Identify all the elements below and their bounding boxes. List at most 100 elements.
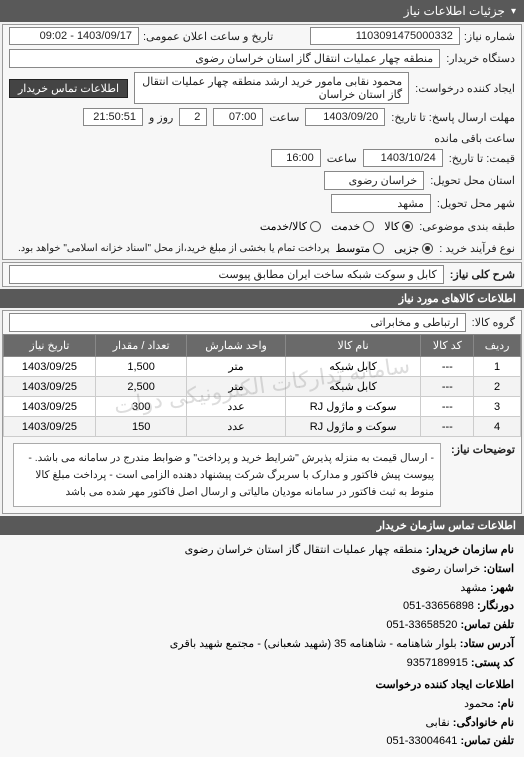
phone-value: 33658520-051 bbox=[386, 619, 457, 631]
table-cell: 1403/09/25 bbox=[4, 377, 96, 397]
cname-label: نام: bbox=[497, 698, 514, 710]
org-value: منطقه چهار عملیات انتقال گاز استان خراسا… bbox=[185, 544, 423, 556]
table-header-cell: واحد شمارش bbox=[187, 335, 285, 357]
deliver-city-label: شهر محل تحویل: bbox=[437, 197, 515, 210]
table-cell: --- bbox=[421, 357, 474, 377]
table-cell: 300 bbox=[95, 397, 187, 417]
time-label-1: ساعت bbox=[269, 111, 299, 124]
deadline-send-time: 07:00 bbox=[213, 108, 263, 126]
table-cell: 1403/09/25 bbox=[4, 357, 96, 377]
announce-label: تاریخ و ساعت اعلان عمومی: bbox=[143, 30, 273, 43]
clname-value: نقابی bbox=[426, 717, 450, 729]
time-remaining: 21:50:51 bbox=[83, 108, 143, 126]
req-no-label: شماره نیاز: bbox=[464, 30, 515, 43]
deliver-city-value: مشهد bbox=[331, 194, 431, 213]
radio-icon bbox=[310, 221, 321, 232]
table-cell: سوکت و ماژول RJ bbox=[285, 417, 421, 437]
buyer-contact-button[interactable]: اطلاعات تماس خریدار bbox=[9, 79, 128, 98]
cname-value: محمود bbox=[464, 698, 494, 710]
contact-header: اطلاعات تماس سازمان خریدار bbox=[0, 516, 524, 535]
table-cell: 4 bbox=[474, 417, 521, 437]
radio-icon bbox=[422, 243, 433, 254]
goods-table: ردیفکد کالانام کالاواحد شمارشتعداد / مقد… bbox=[3, 334, 521, 437]
table-cell: کابل شبکه bbox=[285, 377, 421, 397]
radio-icon bbox=[373, 243, 384, 254]
table-header-cell: کد کالا bbox=[421, 335, 474, 357]
valid-until-time: 16:00 bbox=[271, 149, 321, 167]
city-label: شهر: bbox=[490, 582, 514, 594]
pkg-opt-goods[interactable]: کالا bbox=[384, 220, 413, 233]
table-header-cell: تاریخ نیاز bbox=[4, 335, 96, 357]
chevron-down-icon: ▾ bbox=[511, 6, 516, 17]
org-label: نام سازمان خریدار: bbox=[426, 544, 514, 556]
clname-label: نام خانوادگی: bbox=[453, 717, 514, 729]
table-cell: متر bbox=[187, 357, 285, 377]
table-cell: عدد bbox=[187, 417, 285, 437]
table-cell: 2,500 bbox=[95, 377, 187, 397]
table-cell: --- bbox=[421, 417, 474, 437]
valid-until-label: قیمت: تا تاریخ: bbox=[449, 152, 515, 165]
valid-until-date: 1403/10/24 bbox=[363, 149, 443, 167]
table-row: 2---کابل شبکهمتر2,5001403/09/25 bbox=[4, 377, 521, 397]
pkg-opt-both[interactable]: کالا/خدمت bbox=[260, 220, 321, 233]
radio-icon bbox=[363, 221, 374, 232]
addr-label: آدرس ستاد: bbox=[460, 638, 514, 650]
cphone-label: تلفن تماس: bbox=[460, 735, 514, 747]
table-row: 4---سوکت و ماژول RJعدد1501403/09/25 bbox=[4, 417, 521, 437]
days-remaining: 2 bbox=[179, 108, 207, 126]
table-cell: 3 bbox=[474, 397, 521, 417]
need-section: شرح کلی نیاز: کابل و سوکت شبکه ساخت ایرا… bbox=[2, 262, 522, 287]
table-header-cell: ردیف bbox=[474, 335, 521, 357]
table-cell: 150 bbox=[95, 417, 187, 437]
creator-label: ایجاد کننده درخواست: bbox=[415, 82, 515, 95]
table-cell: 1403/09/25 bbox=[4, 397, 96, 417]
goods-group-value: ارتباطی و مخابراتی bbox=[9, 313, 466, 332]
buy-type-radio-group: جزیی متوسط bbox=[336, 242, 434, 255]
contact-block: نام سازمان خریدار: منطقه چهار عملیات انت… bbox=[0, 535, 524, 757]
table-header-cell: نام کالا bbox=[285, 335, 421, 357]
deadline-send-label: مهلت ارسال پاسخ: تا تاریخ: bbox=[391, 111, 515, 124]
goods-group-label: گروه کالا: bbox=[472, 316, 515, 329]
phone-label: تلفن تماس: bbox=[460, 619, 514, 631]
deliver-province-value: خراسان رضوی bbox=[324, 171, 424, 190]
remain-label: ساعت باقی مانده bbox=[434, 132, 515, 145]
panel-header: ▾ جزئیات اطلاعات نیاز bbox=[0, 0, 524, 22]
notes-label: توضیحات نیاز: bbox=[451, 439, 515, 456]
table-cell: کابل شبکه bbox=[285, 357, 421, 377]
table-cell: سوکت و ماژول RJ bbox=[285, 397, 421, 417]
table-row: 1---کابل شبکهمتر1,5001403/09/25 bbox=[4, 357, 521, 377]
addr-value: بلوار شاهنامه - شاهنامه 35 (شهید شعبانی)… bbox=[170, 638, 457, 650]
need-title-value: کابل و سوکت شبکه ساخت ایران مطابق پیوست bbox=[9, 265, 444, 284]
table-cell: عدد bbox=[187, 397, 285, 417]
goods-section: گروه کالا: ارتباطی و مخابراتی ردیفکد کال… bbox=[2, 310, 522, 514]
buyer-unit-label: دستگاه خریدار: bbox=[446, 52, 515, 65]
req-no-value: 1103091475000332 bbox=[310, 27, 460, 45]
buy-opt-partial[interactable]: جزیی bbox=[394, 242, 433, 255]
goods-header: اطلاعات کالاهای مورد نیاز bbox=[0, 289, 524, 308]
table-cell: --- bbox=[421, 377, 474, 397]
buy-type-label: نوع فرآیند خرید : bbox=[439, 242, 515, 255]
need-title-label: شرح کلی نیاز: bbox=[450, 268, 515, 281]
table-row: 3---سوکت و ماژول RJعدد3001403/09/25 bbox=[4, 397, 521, 417]
creator-value: محمود نقابی مامور خرید ارشد منطقه چهار ع… bbox=[134, 72, 409, 104]
cphone-value: 33004641-051 bbox=[386, 735, 457, 747]
table-cell: 2 bbox=[474, 377, 521, 397]
days-label: روز و bbox=[149, 111, 173, 124]
pkg-label: طبقه بندی موضوعی: bbox=[419, 220, 515, 233]
post-label: کد پستی: bbox=[471, 657, 514, 669]
table-cell: --- bbox=[421, 397, 474, 417]
pkg-opt-service[interactable]: خدمت bbox=[331, 220, 374, 233]
request-info-section: شماره نیاز: 1103091475000332 تاریخ و ساع… bbox=[2, 24, 522, 260]
fax-value: 33656898-051 bbox=[403, 600, 474, 612]
table-cell: متر bbox=[187, 377, 285, 397]
table-cell: 1403/09/25 bbox=[4, 417, 96, 437]
buy-opt-medium[interactable]: متوسط bbox=[336, 242, 385, 255]
deadline-send-date: 1403/09/20 bbox=[305, 108, 385, 126]
goods-table-wrapper: ردیفکد کالانام کالاواحد شمارشتعداد / مقد… bbox=[3, 334, 521, 437]
notes-text: - ارسال قیمت به منزله پذیرش "شرایط خرید … bbox=[13, 443, 441, 507]
buyer-unit-value: منطقه چهار عملیات انتقال گاز استان خراسا… bbox=[9, 49, 440, 68]
prov-label: استان: bbox=[483, 563, 514, 575]
time-label-2: ساعت bbox=[327, 152, 357, 165]
panel-title: جزئیات اطلاعات نیاز bbox=[404, 4, 505, 18]
fax-label: دورنگار: bbox=[477, 600, 514, 612]
